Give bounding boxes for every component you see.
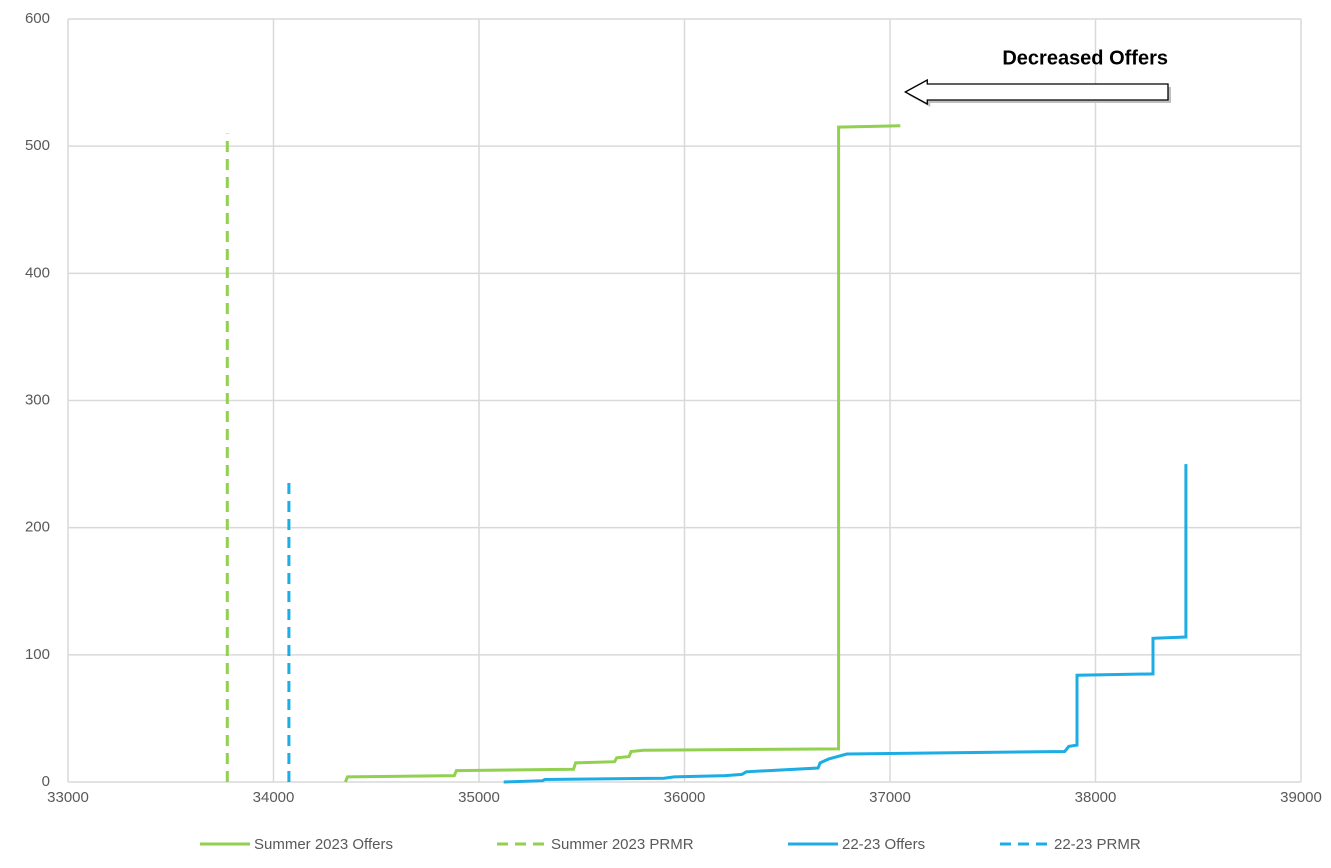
plot-grid (67, 18, 1302, 783)
legend: Summer 2023 Offers Summer 2023 PRMR 22-23 … (200, 836, 1141, 853)
y-tick-label-200: 200 (25, 519, 50, 536)
legend-label-22-23-prmr: 22-23 PRMR (1054, 836, 1141, 853)
series-line-22-23-offers (503, 464, 1188, 784)
x-tick-label-36000: 36000 (664, 789, 706, 806)
legend-label-summer-2023-prmr: Summer 2023 PRMR (551, 836, 694, 853)
axes: 33000 34000 35000 36000 37000 38000 39000 0 100 2… (25, 10, 1322, 806)
y-tick-label-400: 400 (25, 264, 50, 281)
series-line-summer-2023-offers (344, 124, 901, 783)
legend-label-summer-2023-offers: Summer 2023 Offers (254, 836, 393, 853)
y-tick-label-300: 300 (25, 391, 50, 408)
annotation-group: Decreased Offers (903, 47, 1171, 107)
y-tick-label-600: 600 (25, 10, 50, 27)
annotation-arrow (903, 78, 1169, 106)
legend-label-22-23-offers: 22-23 Offers (842, 836, 925, 853)
x-tick-label-39000: 39000 (1280, 789, 1322, 806)
y-tick-label-0: 0 (42, 773, 50, 790)
y-tick-label-500: 500 (25, 137, 50, 154)
x-tick-label-34000: 34000 (253, 789, 295, 806)
annotation-text-0: Decreased Offers (1002, 47, 1168, 69)
series-group (225, 124, 1188, 784)
x-tick-label-35000: 35000 (458, 789, 500, 806)
x-tick-label-33000: 33000 (47, 789, 89, 806)
y-tick-label-100: 100 (25, 646, 50, 663)
x-tick-label-37000: 37000 (869, 789, 911, 806)
x-tick-label-38000: 38000 (1075, 789, 1117, 806)
